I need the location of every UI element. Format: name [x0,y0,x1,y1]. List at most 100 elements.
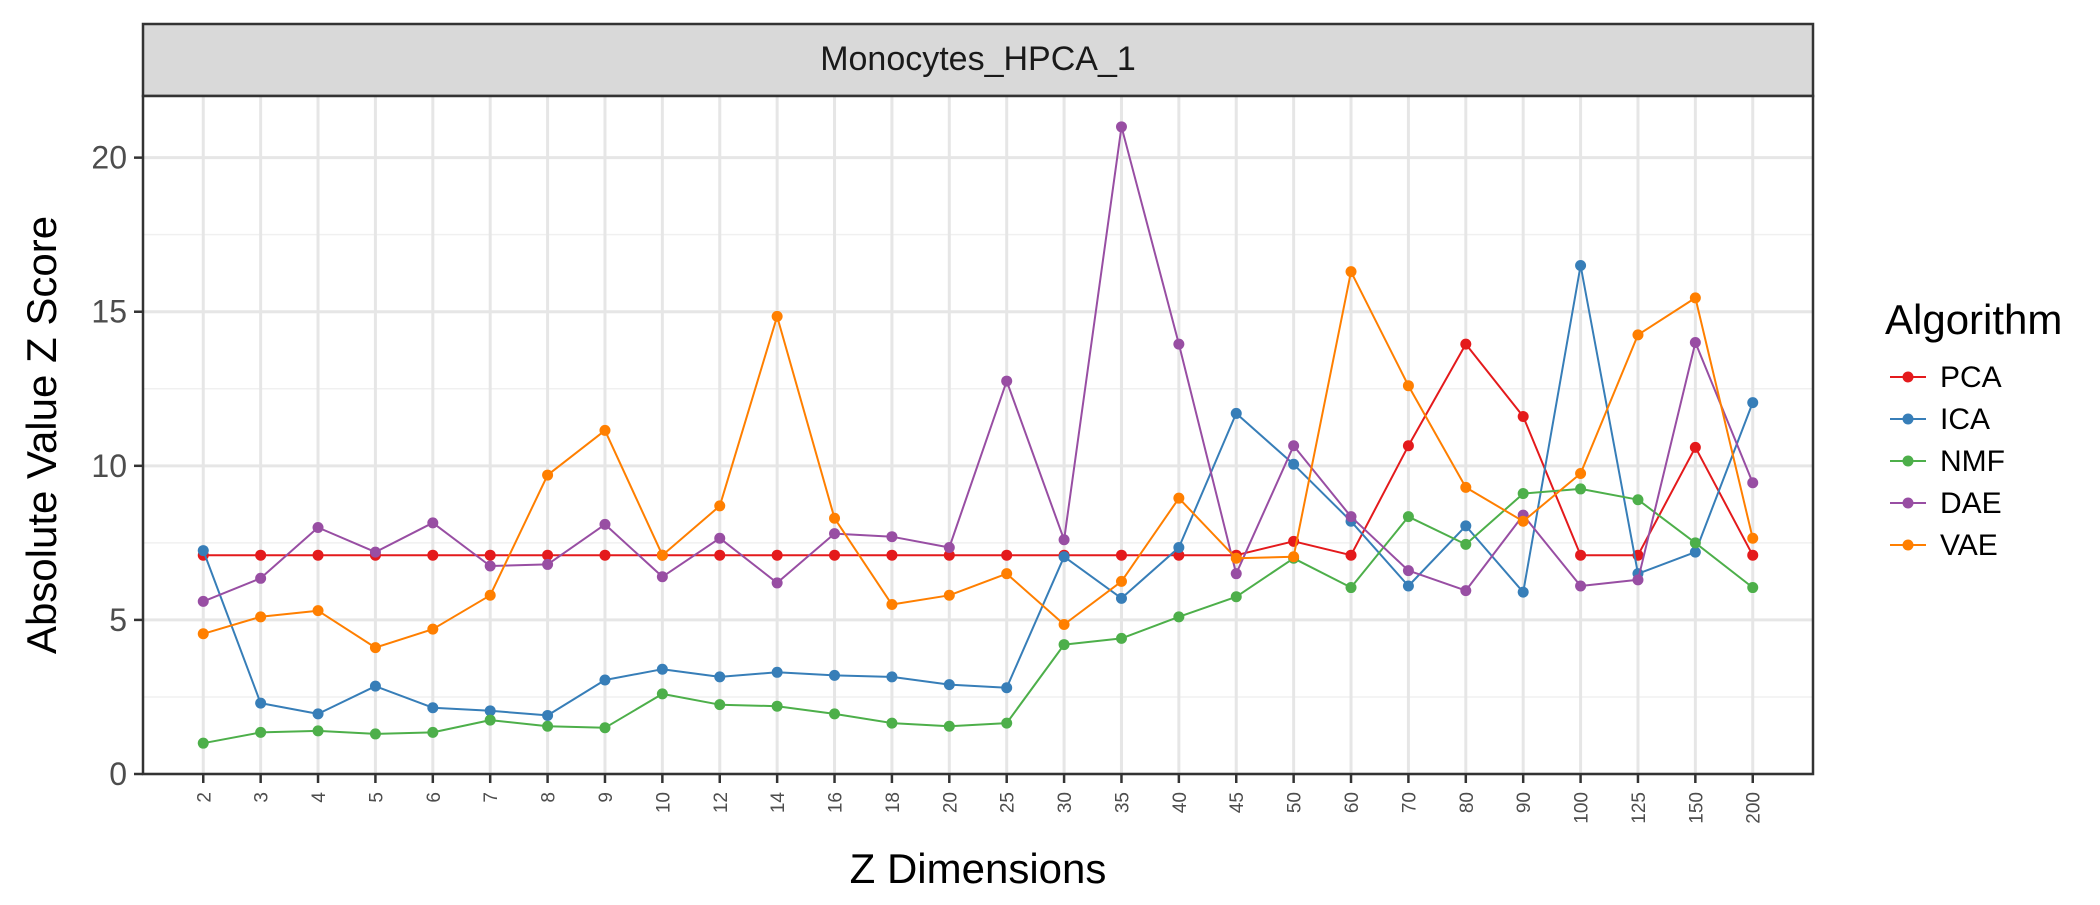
data-point-nmf [1230,591,1242,603]
legend-key-point [1902,497,1914,509]
data-point-nmf [943,720,955,732]
data-point-vae [484,589,496,601]
series-line-vae [203,270,1754,649]
data-point-dae [1345,511,1357,523]
data-point-pca [886,549,898,561]
legend-label: NMF [1940,445,2005,478]
data-point-pca [943,549,955,561]
data-point-ica [312,708,324,720]
data-point-ica [1173,541,1185,553]
x-tick-label: 6 [424,792,445,803]
data-point-ica [771,666,783,678]
data-point-vae [1575,468,1587,480]
data-point-dae [1230,568,1242,580]
data-point-ica [1230,407,1242,419]
data-point-vae [599,424,611,436]
x-tick-label: 100 [1572,792,1593,824]
data-point-vae [886,599,898,610]
data-point-vae [1230,552,1242,564]
data-point-vae [427,623,439,635]
x-tick-label: 9 [596,792,617,803]
x-tick-label: 150 [1686,792,1707,824]
data-point-vae [369,642,381,654]
data-point-vae [1632,329,1644,341]
legend-key-point [1902,413,1914,425]
x-tick-label: 3 [252,792,273,803]
x-tick-label: 12 [711,792,732,813]
data-point-dae [427,517,439,529]
data-point-dae [1402,565,1414,577]
data-point-ica [599,674,611,686]
x-tick-label: 40 [1170,792,1191,813]
data-point-pca [1115,549,1127,561]
data-point-vae [197,628,209,640]
data-point-ica [427,702,439,714]
data-point-pca [484,549,496,561]
data-point-vae [1460,481,1472,493]
data-point-ica [1747,397,1759,409]
data-point-nmf [1517,488,1529,500]
data-point-dae [656,571,668,583]
data-point-dae [255,572,267,584]
data-point-nmf [1747,582,1759,594]
data-point-dae [886,531,898,543]
data-point-dae [1115,121,1127,133]
x-tick-label: 14 [768,792,789,814]
x-tick-label: 4 [309,792,330,803]
legend-label: DAE [1940,487,2002,520]
x-tick-label: 16 [826,792,847,813]
data-point-pca [714,549,726,561]
data-point-dae [1747,477,1759,489]
y-tick-label: 10 [91,448,127,484]
data-point-ica [829,669,841,681]
data-point-pca [1402,440,1414,452]
x-tick-label: 200 [1744,792,1765,824]
data-point-nmf [771,700,783,712]
x-tick-label: 7 [481,792,502,803]
data-point-vae [829,512,841,524]
data-point-nmf [1689,537,1701,549]
data-point-ica [1402,580,1414,592]
data-point-nmf [484,714,496,726]
data-point-pca [255,549,267,561]
data-point-pca [1747,549,1759,561]
x-tick-label: 45 [1227,792,1248,813]
data-point-pca [599,549,611,561]
data-point-pca [829,549,841,561]
data-point-nmf [542,720,554,732]
data-point-ica [714,671,726,683]
data-point-dae [1173,338,1185,350]
data-point-vae [1173,492,1185,504]
x-tick-label: 50 [1285,792,1306,813]
x-tick-label: 20 [940,792,961,813]
data-point-ica [1288,458,1300,470]
data-point-nmf [1345,582,1357,594]
facet-strip [141,22,1815,98]
data-point-pca [771,549,783,561]
x-axis-title: Z Dimensions [850,845,1107,892]
data-point-vae [771,310,783,322]
legend-label: VAE [1940,529,1998,562]
data-point-nmf [599,722,611,734]
x-tick-label: 10 [653,792,674,813]
y-axis: 0 5 10 15 20 [91,140,143,792]
data-point-nmf [1173,611,1185,623]
data-point-vae [714,500,726,512]
series-line-ica [202,264,1754,717]
facet-title: Monocytes_HPCA_1 [820,40,1136,78]
data-point-vae [255,611,267,623]
data-point-nmf [255,726,267,738]
y-tick-label: 15 [91,294,127,330]
data-point-pca [1517,411,1529,423]
data-point-dae [312,521,324,533]
data-point-pca [1575,549,1587,561]
series-group [197,121,1759,749]
x-tick-label: 8 [539,792,560,803]
x-axis: 2 3 4 5 6 7 8 9 10 12 14 16 18 20 25 30 35 40 45 50 60 70 80 90… [194,774,1765,824]
data-point-nmf [369,728,381,740]
data-point-dae [1001,375,1013,387]
data-point-pca [1689,441,1701,453]
data-point-ica [1575,260,1587,271]
